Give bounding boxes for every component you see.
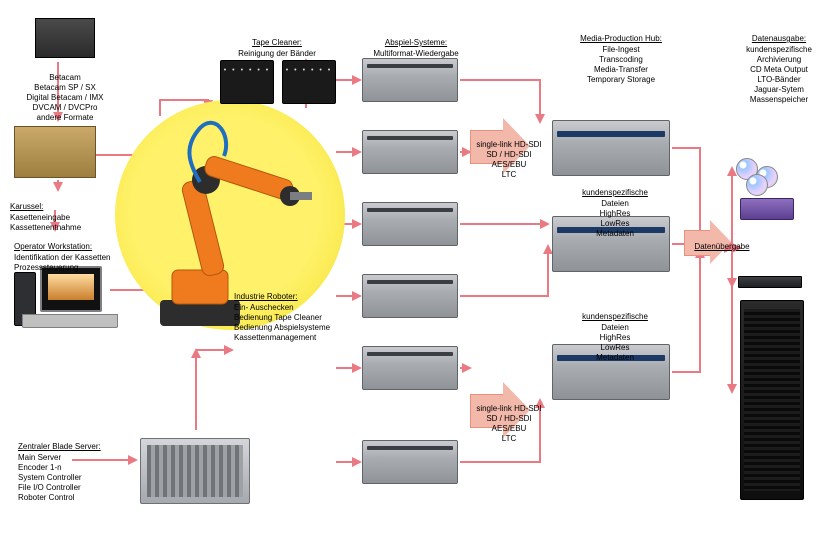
thin-deck-icon	[738, 276, 802, 288]
playback-deck-2-icon	[362, 130, 458, 174]
playback-deck-1-icon	[362, 58, 458, 102]
karussel-label: Karussel:Kasetteneingabe Kassettenentnah…	[10, 192, 110, 233]
tape-cleaner-label: Tape Cleaner:Reinigung der Bänder	[222, 28, 332, 59]
playback-deck-4-icon	[362, 274, 458, 318]
lto-tape-icon	[740, 198, 794, 220]
tape-cassettes-icon	[35, 18, 95, 58]
tapes-label: Betacam Betacam SP / SX Digital Betacam …	[18, 62, 112, 123]
storage-tower-icon	[740, 300, 804, 500]
blade-server-icon	[140, 438, 250, 504]
datenausgabe-label: Datenausgabe:kundenspezifische Archivier…	[732, 24, 826, 105]
abspiel-label: Abspiel-Systeme:Multiformat-Wiedergabe	[356, 28, 476, 59]
playback-deck-5-icon	[362, 346, 458, 390]
signal-top-label: single-link HD-SDI SD / HD-SDI AES/EBU L…	[468, 130, 550, 180]
tape-library-icon	[14, 126, 96, 178]
media-hub-label: Media-Production Hub:File-Ingest Transco…	[556, 24, 686, 85]
playback-deck-6-icon	[362, 440, 458, 484]
kundenspezifisch-2-label: kundenspezifischeDateien HighRes LowRes …	[572, 302, 658, 363]
tape-cleaner-2-icon	[282, 60, 336, 104]
diagram-canvas: Betacam Betacam SP / SX Digital Betacam …	[0, 0, 830, 538]
workstation-keyboard-icon	[22, 314, 118, 328]
playback-deck-3-icon	[362, 202, 458, 246]
cd-disc-icon	[746, 174, 768, 196]
media-hub-1-icon	[552, 120, 670, 176]
blade-server-label: Zentraler Blade Server:Main Server Encod…	[18, 432, 130, 503]
roboter-label: Industrie Roboter:Ein- Auschecken Bedien…	[234, 282, 364, 343]
signal-bottom-label: single-link HD-SDI SD / HD-SDI AES/EBU L…	[468, 394, 550, 444]
kundenspezifisch-1-label: kundenspezifischeDateien HighRes LowRes …	[572, 178, 658, 239]
operator-workstation-label: Operator Workstation:Identifikation der …	[14, 232, 134, 273]
tape-cleaner-1-icon	[220, 60, 274, 104]
datenuebergabe-label: Datenübergabe	[684, 232, 760, 263]
